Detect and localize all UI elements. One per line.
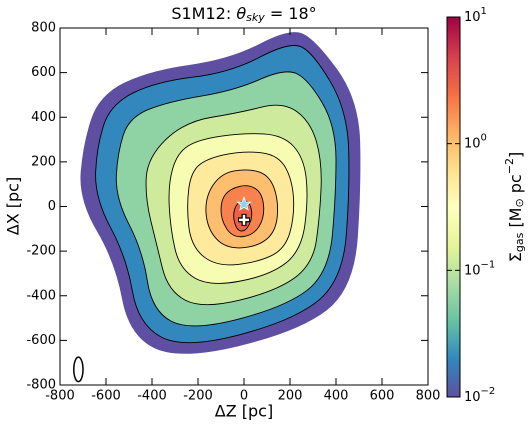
label-part: −2 bbox=[503, 158, 516, 174]
star-marker bbox=[236, 196, 252, 211]
x-tick-label: 0 bbox=[240, 389, 248, 404]
title-part: sky bbox=[246, 11, 265, 24]
x-tick-label: -800 bbox=[45, 389, 75, 404]
tick-base: 10 bbox=[464, 10, 481, 25]
x-tick-label: 200 bbox=[278, 389, 303, 404]
chart-title: S1M12: θsky = 18° bbox=[171, 4, 316, 25]
colorbar-tick-label: 10−1 bbox=[464, 259, 495, 278]
y-tick-label: -800 bbox=[26, 378, 56, 393]
colorbar bbox=[446, 16, 461, 398]
x-tick-label: -200 bbox=[183, 389, 213, 404]
colorbar-tick-label: 10−2 bbox=[464, 386, 495, 405]
y-tick-label: 600 bbox=[31, 65, 56, 80]
y-axis-label: ΔX [pc] bbox=[4, 177, 23, 235]
x-tick-label: 800 bbox=[416, 389, 441, 404]
title-part: S1M12: bbox=[171, 4, 236, 23]
y-tick-label: -600 bbox=[26, 333, 56, 348]
label-part: Σ bbox=[506, 252, 525, 262]
label-part: [M bbox=[506, 208, 525, 233]
y-tick-label: 200 bbox=[31, 154, 56, 169]
label-part: pc bbox=[506, 174, 525, 198]
y-tick-label: 800 bbox=[31, 21, 56, 36]
tick-exponent: −1 bbox=[481, 259, 496, 270]
label-part: ] bbox=[506, 152, 525, 158]
tick-exponent: 1 bbox=[481, 6, 487, 17]
colorbar-tick-label: 100 bbox=[464, 133, 487, 152]
title-part: = 18° bbox=[265, 4, 317, 23]
tick-exponent: −2 bbox=[481, 386, 496, 397]
label-part: gas bbox=[513, 232, 526, 252]
y-tick-label: 0 bbox=[48, 199, 56, 214]
tick-base: 10 bbox=[464, 136, 481, 151]
plus-marker bbox=[239, 214, 249, 225]
colorbar-tick-label: 101 bbox=[464, 6, 487, 25]
x-tick-label: 400 bbox=[324, 389, 349, 404]
tick-base: 10 bbox=[464, 390, 481, 405]
y-tick-label: 400 bbox=[31, 110, 56, 125]
x-tick-label: 600 bbox=[370, 389, 395, 404]
beam bbox=[73, 356, 84, 383]
title-part: θ bbox=[236, 4, 246, 23]
colorbar-label: Σgas [M⊙ pc−2] bbox=[503, 152, 526, 262]
tick-base: 10 bbox=[464, 263, 481, 278]
y-tick-label: -400 bbox=[26, 288, 56, 303]
x-tick-label: -400 bbox=[137, 389, 167, 404]
x-tick-label: -600 bbox=[91, 389, 121, 404]
tick-exponent: 0 bbox=[481, 133, 487, 144]
label-part: ⊙ bbox=[513, 198, 526, 207]
y-tick-label: -200 bbox=[26, 244, 56, 259]
x-axis-label: ΔZ [pc] bbox=[215, 402, 273, 421]
